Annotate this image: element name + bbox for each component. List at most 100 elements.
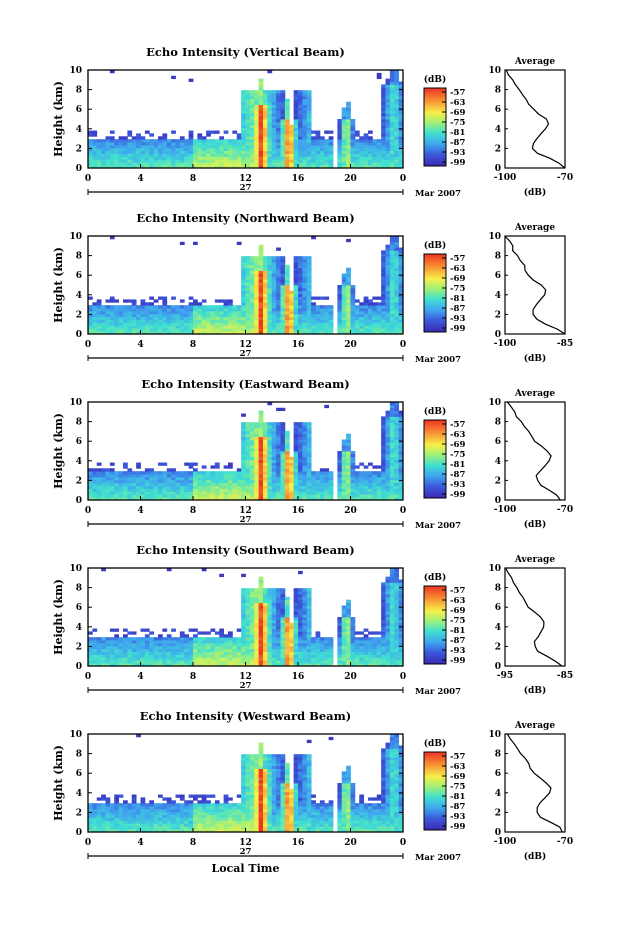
heatmap-cell [144, 634, 150, 638]
heatmap-cell [254, 448, 260, 452]
heatmap-cell [188, 640, 194, 644]
heatmap-cell [228, 316, 233, 320]
heatmap-cell [398, 133, 404, 137]
heatmap-cell [184, 165, 190, 169]
heatmap-cell [241, 474, 246, 478]
heatmap-cell [306, 308, 312, 312]
heatmap-cell [381, 279, 386, 283]
heatmap-cell [385, 121, 391, 126]
heatmap-cell [188, 642, 194, 647]
heatmap-cell [298, 459, 303, 463]
heatmap-cell [341, 273, 347, 277]
heatmap-cell [381, 93, 386, 97]
heatmap-cell [381, 617, 386, 621]
heatmap-cell [341, 130, 347, 134]
heatmap-cell [341, 642, 347, 647]
heatmap-cell [298, 162, 303, 166]
heatmap-cell [372, 637, 378, 641]
heatmap-cell [359, 494, 365, 498]
heatmap-cell [118, 657, 124, 661]
heatmap-cell [341, 497, 347, 501]
heatmap-cell [381, 602, 386, 606]
heatmap-cell [249, 425, 255, 429]
heatmap-cell [254, 124, 260, 129]
heatmap-cell [389, 471, 395, 475]
heatmap-cell [346, 654, 351, 658]
heatmap-cell [346, 159, 351, 163]
heatmap-cell [302, 119, 308, 123]
heatmap-cell [385, 576, 391, 580]
heatmap-cell [214, 640, 220, 644]
heatmap-cell [385, 611, 391, 615]
heatmap-cell [109, 497, 115, 501]
heatmap-cell [96, 308, 102, 312]
heatmap-cell [385, 273, 391, 277]
heatmap-cell [109, 322, 115, 326]
heatmap-cell [306, 642, 312, 647]
heatmap-cell [136, 642, 141, 647]
heatmap-cell [263, 479, 268, 484]
heatmap-cell [149, 133, 155, 137]
heatmap-cell [267, 121, 273, 126]
heatmap-cell [302, 153, 308, 157]
heatmap-cell [350, 465, 356, 469]
heatmap-cell [315, 142, 321, 146]
colorbar-tick-label: -81 [450, 128, 465, 138]
heatmap-cell [241, 588, 246, 592]
heatmap-cell [276, 617, 281, 621]
heatmap-cell [254, 456, 260, 461]
heatmap-cell [280, 107, 286, 111]
heatmap-cell [88, 313, 93, 318]
heatmap-cell [298, 642, 303, 647]
heatmap-cell [188, 331, 194, 335]
heatmap-cell [389, 479, 395, 484]
heatmap-cell [105, 325, 111, 329]
heatmap-cell [232, 482, 238, 486]
heatmap-cell [398, 654, 404, 658]
heatmap-cell [105, 476, 111, 481]
heatmap-cell [302, 482, 308, 486]
heatmap-cell [311, 494, 316, 498]
heatmap-cell [258, 445, 264, 449]
heatmap-cell [324, 645, 330, 650]
heatmap-cell [284, 165, 290, 169]
heatmap-cell [350, 459, 356, 463]
heatmap-cell [302, 430, 308, 435]
heatmap-cell [389, 264, 395, 269]
heatmap-cell [105, 491, 111, 495]
heatmap-cell [179, 150, 185, 154]
heatmap-cell [280, 267, 286, 271]
heatmap-cell [337, 165, 343, 169]
heatmap-cell [236, 660, 242, 664]
heatmap-cell [258, 657, 264, 661]
heatmap-cell [263, 302, 268, 306]
heatmap-cell [232, 663, 238, 667]
heatmap-cell [284, 121, 290, 126]
heatmap-cell [328, 642, 334, 647]
heatmap-cell [114, 150, 120, 154]
heatmap-cell [289, 313, 295, 318]
heatmap-cell [293, 448, 299, 452]
heatmap-cell [319, 651, 325, 655]
heatmap-cell [389, 619, 395, 624]
heatmap-cell [394, 244, 400, 248]
heatmap-cell [92, 133, 98, 137]
heatmap-cell [114, 325, 120, 329]
heatmap-cell [228, 663, 233, 667]
heatmap-cell [350, 285, 356, 289]
heatmap-cell [302, 474, 308, 478]
heatmap-cell [241, 150, 246, 154]
heatmap-cell [206, 133, 211, 137]
heatmap-cell [276, 453, 281, 458]
heatmap-cell [228, 640, 233, 644]
heatmap-cell [241, 90, 246, 94]
heatmap-cell [289, 462, 295, 466]
heatmap-cell [179, 476, 185, 481]
heatmap-cell [263, 456, 268, 461]
heatmap-cell [293, 494, 299, 498]
heatmap-cell [236, 133, 242, 137]
heatmap-cell [271, 264, 277, 269]
heatmap-cell [306, 305, 312, 309]
heatmap-cell [210, 325, 216, 329]
heatmap-cell [306, 144, 312, 149]
